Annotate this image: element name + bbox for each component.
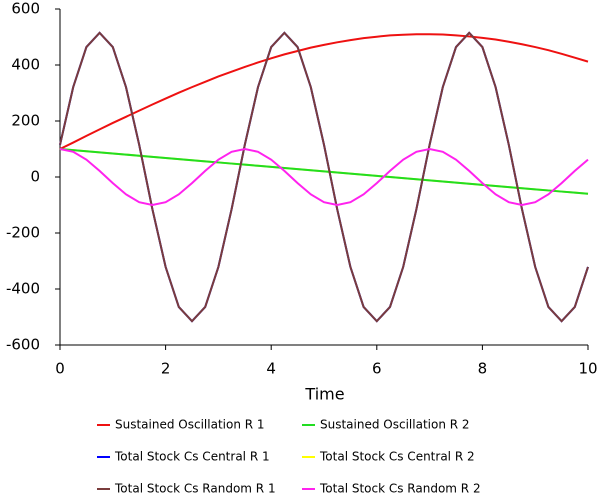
series-line (59, 33, 589, 150)
legend-label: Total Stock Cs Random R 2 (319, 482, 481, 496)
y-tick-label: -400 (6, 280, 40, 298)
x-tick-label: 4 (266, 360, 276, 378)
series-line (59, 31, 589, 323)
y-tick-label: -600 (6, 336, 40, 354)
x-tick-label: 8 (478, 360, 488, 378)
y-tick-label: 0 (30, 168, 40, 186)
x-tick-label: 0 (55, 360, 65, 378)
y-tick-label: 400 (11, 56, 40, 74)
legend-label: Total Stock Cs Central R 1 (114, 450, 270, 464)
y-tick-label: -200 (6, 224, 40, 242)
legend-label: Sustained Oscillation R 2 (320, 418, 470, 432)
x-tick-label: 6 (372, 360, 382, 378)
legend-label: Total Stock Cs Random R 1 (114, 482, 276, 496)
series-line (59, 148, 589, 195)
legend-label: Total Stock Cs Central R 2 (319, 450, 475, 464)
y-tick-label: 600 (11, 0, 40, 18)
legend-label: Sustained Oscillation R 1 (115, 418, 265, 432)
series-line (59, 147, 589, 207)
x-tick-label: 10 (578, 360, 597, 378)
series-line (59, 31, 589, 323)
y-tick-label: 200 (11, 112, 40, 130)
x-tick-label: 2 (161, 360, 171, 378)
x-axis-label: Time (304, 385, 344, 404)
